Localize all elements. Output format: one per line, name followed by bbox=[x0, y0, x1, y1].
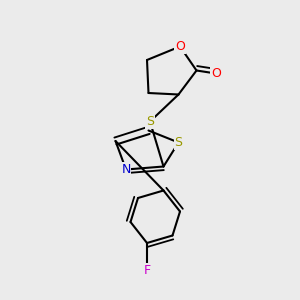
Text: O: O bbox=[175, 40, 185, 53]
Text: N: N bbox=[121, 163, 131, 176]
Text: S: S bbox=[146, 115, 154, 128]
Text: F: F bbox=[143, 263, 151, 277]
Text: O: O bbox=[211, 67, 221, 80]
Text: S: S bbox=[175, 136, 182, 149]
